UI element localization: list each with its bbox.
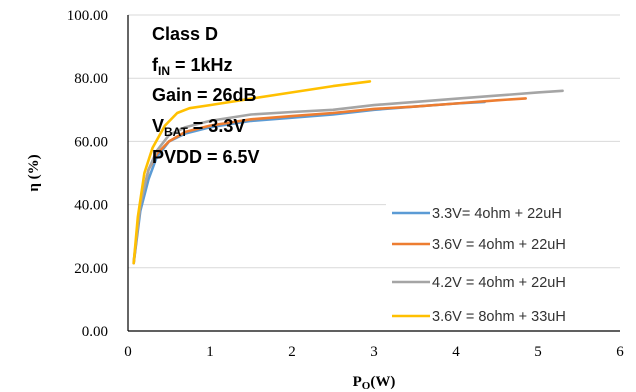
x-tick-label: 6	[616, 344, 624, 360]
annotation-gain: Gain = 26dB	[152, 85, 257, 105]
legend-label: 4.2V = 4ohm + 22uH	[432, 275, 566, 291]
x-tick-label: 3	[370, 344, 378, 360]
x-tick-labels: 0 1 2 3 4 5 6	[124, 344, 624, 360]
annotation-class: Class D	[152, 24, 218, 44]
series-lines	[132, 80, 564, 265]
y-tick-label: 80.00	[74, 71, 108, 87]
annotation-vbat-sub: BAT	[164, 125, 188, 139]
annotation-pvdd: PVDD = 6.5V	[152, 147, 260, 167]
y-tick-label: 40.00	[74, 198, 108, 214]
series-line	[132, 89, 564, 263]
axes	[127, 15, 620, 332]
x-tick-label: 0	[124, 344, 132, 360]
x-tick-label: 1	[206, 344, 214, 360]
x-axis-title: PO(W)	[353, 374, 396, 392]
series-line	[132, 80, 372, 265]
annotation-frequency: fIN = 1kHz	[152, 55, 233, 78]
x-tick-label: 5	[534, 344, 542, 360]
legend: 3.3V= 4ohm + 22uH 3.6V = 4ohm + 22uH 4.2V …	[386, 204, 632, 325]
y-tick-label: 100.00	[67, 8, 108, 24]
x-tick-label: 2	[288, 344, 296, 360]
grid-lines	[128, 14, 620, 269]
annotation-vbat-main: V	[152, 116, 164, 136]
annotation-frequency-rest: = 1kHz	[170, 55, 233, 75]
y-tick-labels: 0.00 20.00 40.00 60.00 80.00 100.00	[67, 8, 108, 340]
legend-background	[386, 307, 632, 325]
annotation-frequency-main: f	[152, 55, 159, 75]
y-axis-title: η (%)	[26, 154, 42, 191]
x-tick-label: 4	[452, 344, 460, 360]
x-axis-title-unit: (W)	[370, 374, 395, 390]
x-axis-title-main: P	[353, 374, 362, 390]
x-axis-title-sub: O	[362, 380, 371, 392]
legend-background	[386, 273, 632, 291]
annotation-block: Class D fIN = 1kHz Gain = 26dB VBAT = 3.…	[152, 24, 260, 167]
annotation-frequency-sub: IN	[158, 64, 170, 78]
legend-background	[386, 235, 632, 253]
legend-label: 3.3V= 4ohm + 22uH	[432, 206, 562, 222]
y-tick-label: 0.00	[82, 324, 108, 340]
legend-label: 3.6V = 4ohm + 22uH	[432, 237, 566, 253]
annotation-vbat: VBAT = 3.3V	[152, 116, 245, 139]
legend-label: 3.6V = 8ohm + 33uH	[432, 309, 566, 325]
legend-background	[386, 204, 632, 222]
y-tick-label: 20.00	[74, 261, 108, 277]
annotation-vbat-rest: = 3.3V	[188, 116, 246, 136]
y-tick-label: 60.00	[74, 134, 108, 150]
